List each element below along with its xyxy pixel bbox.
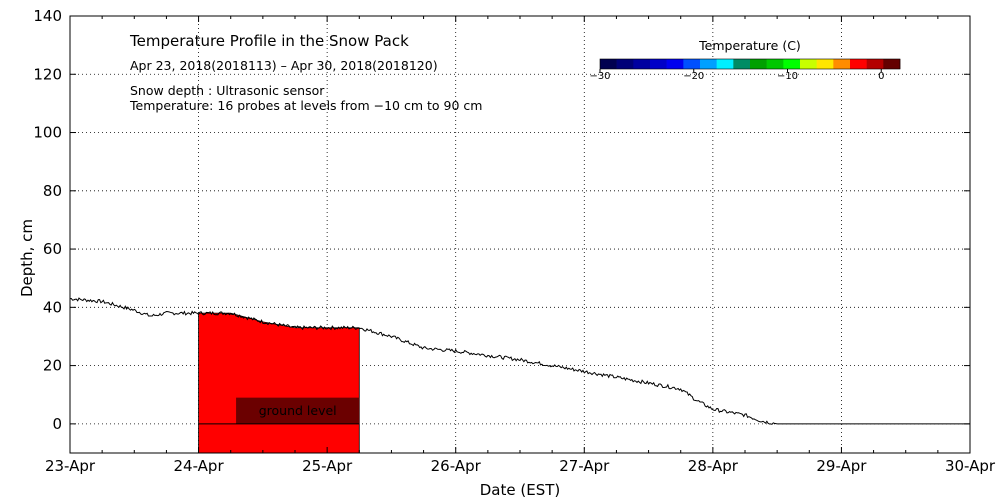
y-tick-label: 120 [33, 65, 62, 83]
y-tick-label: 40 [43, 298, 62, 316]
colorbar-segment [600, 59, 617, 69]
colorbar-segment [833, 59, 851, 69]
colorbar-tick-label: −30 [589, 71, 610, 82]
colorbar-segment [733, 59, 751, 69]
x-tick-label: 24-Apr [174, 457, 225, 475]
x-tick-label: 28-Apr [688, 457, 739, 475]
note-temperature-probes: Temperature: 16 probes at levels from −1… [129, 98, 482, 113]
axis-layer: 0 20 40 60 80 100 120 140 23-Apr 24-Apr 25-Apr 26-A… [33, 7, 996, 475]
y-tick-label: 0 [52, 415, 62, 433]
colorbar-segment [783, 59, 801, 69]
colorbar-tick-label: 0 [878, 71, 884, 82]
temperature-block [198, 312, 360, 454]
colorbar-segment [800, 59, 817, 69]
x-tick-label: 26-Apr [431, 457, 482, 475]
y-tick-label: 20 [43, 357, 62, 375]
colorbar-segment [683, 59, 701, 69]
colorbar-segment [883, 59, 901, 69]
colorbar: −30 −20 −10 0 [589, 58, 901, 82]
chart-title: Temperature Profile in the Snow Pack [129, 32, 409, 50]
x-tick-label: 30-Apr [945, 457, 996, 475]
colorbar-title: Temperature (C) [698, 38, 801, 53]
colorbar-segment [716, 59, 734, 69]
colorbar-tick-label: −20 [683, 71, 704, 82]
ground-block [236, 397, 360, 424]
colorbar-segment [700, 59, 717, 69]
y-tick-label: 60 [43, 240, 62, 258]
colorbar-segment [750, 59, 767, 69]
colorbar-segment [616, 59, 634, 69]
ground-level-label: ground level [259, 403, 337, 418]
note-snow-depth: Snow depth : Ultrasonic sensor [130, 83, 325, 98]
x-tick-label: 25-Apr [302, 457, 353, 475]
colorbar-segment [866, 59, 884, 69]
y-tick-label: 100 [33, 124, 62, 142]
chart-subtitle: Apr 23, 2018(2018113) – Apr 30, 2018(201… [130, 58, 438, 73]
y-axis-label: Depth, cm [18, 219, 36, 297]
colorbar-segment [650, 59, 667, 69]
colorbar-frame [599, 58, 901, 70]
colorbar-segment [816, 59, 834, 69]
x-tick-label: 23-Apr [45, 457, 96, 475]
colorbar-segment [633, 59, 651, 69]
colorbar-segment [766, 59, 784, 69]
x-tick-label: 29-Apr [816, 457, 867, 475]
y-tick-label: 140 [33, 7, 62, 25]
colorbar-tick-label: −10 [777, 71, 798, 82]
snow-depth-line [69, 297, 970, 425]
x-tick-label: 27-Apr [559, 457, 610, 475]
y-tick-label: 80 [43, 182, 62, 200]
data-layer: ground level [69, 297, 970, 454]
x-axis-label: Date (EST) [480, 481, 561, 499]
colorbar-segment [666, 59, 684, 69]
colorbar-segment [850, 59, 867, 69]
